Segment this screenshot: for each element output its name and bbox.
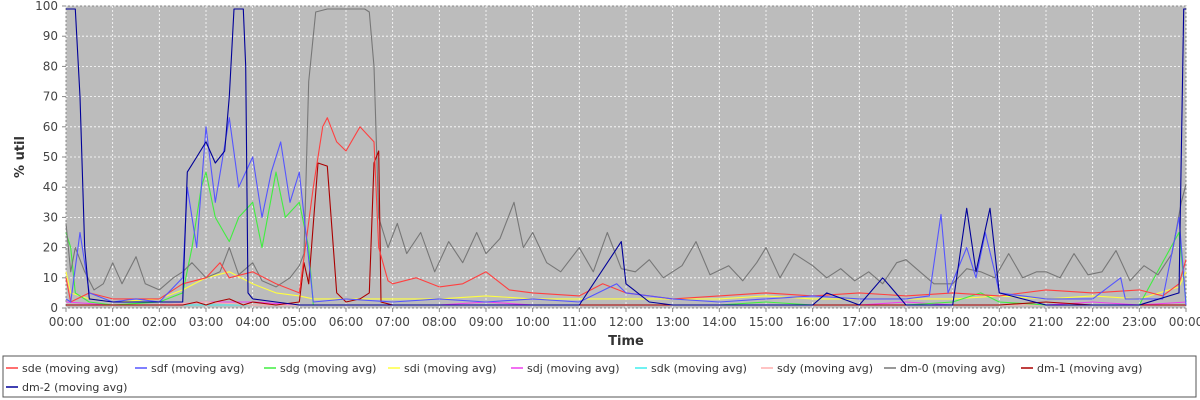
x-tick-label: 05:00 [282,315,317,329]
legend-label-dm-2: dm-2 (moving avg) [22,381,127,394]
y-tick-label: 90 [43,29,58,43]
x-tick-label: 20:00 [982,315,1017,329]
y-axis-ticks: 0 10 20 30 40 50 60 70 80 90 100 [35,0,66,315]
legend-label-dm-0: dm-0 (moving avg) [900,362,1005,375]
legend-label-sdj: sdj (moving avg) [527,362,620,375]
x-tick-label: 16:00 [795,315,830,329]
series-line-sdf [65,117,1187,306]
x-tick-label: 01:00 [95,315,130,329]
x-axis-title: Time [608,334,644,349]
x-tick-label: 04:00 [235,315,270,329]
y-axis-title: % util [13,136,28,178]
legend-label-sdy: sdy (moving avg) [777,362,873,375]
x-axis-ticks: 00:00 01:00 02:00 03:00 04:00 05:00 06:00 07:00… [49,308,1200,329]
legend-label-sdk: sdk (moving avg) [651,362,747,375]
y-tick-label: 10 [43,271,58,285]
x-tick-label: 17:00 [842,315,877,329]
y-tick-label: 40 [43,180,58,194]
x-tick-label: 11:00 [562,315,597,329]
y-tick-label: 50 [43,150,58,164]
legend-label-sde: sde (moving avg) [22,362,118,375]
y-tick-label: 30 [43,210,58,224]
x-tick-label: 19:00 [935,315,970,329]
series-line-sdi [65,271,1187,303]
x-tick-label: 06:00 [329,315,364,329]
x-tick-label: 18:00 [889,315,924,329]
x-tick-label: 02:00 [142,315,177,329]
x-tick-label: 07:00 [375,315,410,329]
x-tick-label: 14:00 [702,315,737,329]
series-lines [65,8,1187,306]
x-tick-label: 03:00 [189,315,224,329]
series-line-dm-2 [66,8,1186,306]
y-tick-label: 70 [43,90,58,104]
x-tick-label: 13:00 [655,315,690,329]
legend: sde (moving avg) sdf (moving avg) sdg (mov… [2,355,1197,398]
x-tick-label: 23:00 [1122,315,1157,329]
series-line-dm-0 [65,8,1187,291]
legend-label-sdg: sdg (moving avg) [280,362,376,375]
legend-label-sdi: sdi (moving avg) [404,362,497,375]
y-tick-label: 20 [43,241,58,255]
y-tick-label: 0 [50,301,58,315]
x-tick-label: 00:00 [49,315,84,329]
x-tick-label: 22:00 [1075,315,1110,329]
y-tick-label: 100 [35,0,58,13]
x-tick-label: 21:00 [1029,315,1064,329]
legend-label-dm-1: dm-1 (moving avg) [1037,362,1142,375]
x-tick-label: 00:00 [1169,315,1200,329]
legend-label-sdf: sdf (moving avg) [151,362,244,375]
x-tick-label: 08:00 [422,315,457,329]
x-tick-label: 10:00 [515,315,550,329]
y-tick-label: 80 [43,59,58,73]
x-tick-label: 15:00 [749,315,784,329]
legend-box [2,355,1197,398]
y-tick-label: 60 [43,120,58,134]
x-tick-label: 12:00 [609,315,644,329]
x-tick-label: 09:00 [469,315,504,329]
